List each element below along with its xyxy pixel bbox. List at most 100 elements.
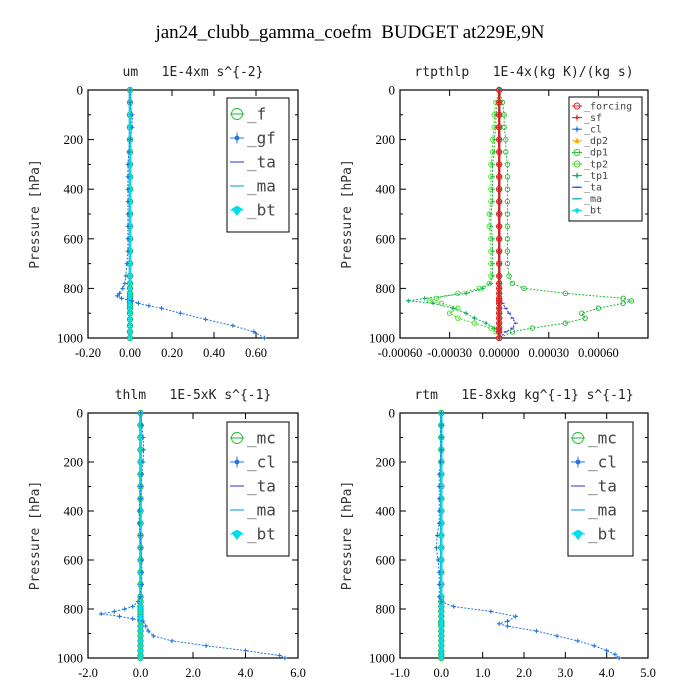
data-point <box>486 211 492 217</box>
data-point <box>147 630 150 633</box>
data-point <box>126 225 129 228</box>
legend-marker <box>575 116 579 119</box>
data-point <box>455 305 461 311</box>
data-point <box>142 620 145 623</box>
data-point <box>137 447 144 453</box>
data-point <box>127 281 133 287</box>
data-point <box>127 329 133 335</box>
data-point <box>504 248 511 254</box>
data-point <box>440 436 443 439</box>
data-point <box>127 261 133 267</box>
data-point <box>497 249 501 253</box>
data-point <box>137 459 144 466</box>
data-point <box>504 211 511 217</box>
y-tick-label: 600 <box>64 553 84 568</box>
data-point <box>506 273 512 279</box>
data-point <box>613 653 616 656</box>
data-point <box>437 559 440 561</box>
data-point <box>440 448 443 451</box>
data-point <box>127 151 130 153</box>
data-point <box>137 599 144 605</box>
x-tick-label: 0.40 <box>203 346 225 360</box>
data-point <box>438 485 441 488</box>
data-point <box>497 125 501 129</box>
data-point <box>488 198 494 205</box>
data-point <box>504 223 511 230</box>
legend-label: _ma <box>247 500 276 519</box>
data-point <box>446 310 453 316</box>
data-point <box>476 285 483 292</box>
data-point <box>438 300 445 306</box>
x-tick-label: 3.0 <box>558 666 574 680</box>
data-point <box>100 612 103 615</box>
data-point <box>497 330 501 334</box>
series-line <box>435 413 620 659</box>
data-point <box>126 188 129 191</box>
legend-label: _cl <box>247 452 276 471</box>
plot-title: um 1E-4xm s^{-2} <box>123 65 264 80</box>
data-point <box>497 326 501 330</box>
data-point <box>137 435 144 441</box>
data-point <box>489 610 492 613</box>
y-tick-label: 400 <box>376 182 396 197</box>
data-point <box>438 623 445 630</box>
data-point <box>127 286 133 292</box>
data-point <box>139 412 142 414</box>
series-group <box>406 86 635 342</box>
data-point <box>529 325 535 331</box>
data-point <box>129 101 131 104</box>
legend-marker <box>575 127 579 131</box>
data-point <box>179 312 182 315</box>
data-point <box>231 324 234 327</box>
legend-marker <box>234 459 240 465</box>
x-tick-label: 5.0 <box>640 666 656 680</box>
data-point <box>595 305 602 311</box>
data-point <box>121 287 124 290</box>
chart-panel-2: rtpthlp 1E-4x(kg K)/(kg s) Pressure [hPa]… <box>340 65 649 360</box>
data-point <box>488 325 494 331</box>
legend-marker <box>573 148 581 156</box>
data-point <box>498 622 501 625</box>
data-point <box>137 302 140 305</box>
data-point <box>438 609 445 615</box>
data-point <box>144 625 147 628</box>
y-tick-label: 1000 <box>57 331 83 346</box>
x-tick-label: 1.0 <box>475 666 491 680</box>
data-point <box>497 287 501 290</box>
data-point <box>278 654 281 657</box>
data-point <box>438 557 445 564</box>
data-point <box>593 644 596 647</box>
data-point <box>484 322 487 325</box>
data-point <box>576 639 579 642</box>
data-point <box>497 336 501 340</box>
data-point <box>129 138 131 141</box>
data-point <box>438 638 445 644</box>
data-point <box>126 175 129 178</box>
y-axis-label: Pressure [hPa] <box>28 159 43 269</box>
y-tick-label: 400 <box>64 182 84 197</box>
y-tick-label: 1000 <box>57 651 83 666</box>
chart-panel-4: rtm 1E-8xkg kg^{-1} s^{-1} Pressure [hPa]… <box>340 388 656 680</box>
data-point <box>140 485 143 488</box>
data-point <box>618 657 621 659</box>
y-tick-label: 400 <box>376 504 396 519</box>
y-tick-label: 200 <box>64 455 84 470</box>
data-point <box>556 634 559 637</box>
y-tick-label: 0 <box>77 83 84 98</box>
data-point <box>451 307 454 310</box>
data-point <box>504 186 511 192</box>
legend-label: _bt <box>247 200 276 219</box>
data-point <box>497 163 501 166</box>
data-point <box>436 534 439 537</box>
series-cl <box>98 410 288 661</box>
y-tick-label: 200 <box>376 455 396 470</box>
data-point <box>497 88 501 92</box>
legend-marker <box>231 432 243 444</box>
data-point <box>440 600 443 603</box>
data-point <box>440 424 443 427</box>
x-tick-label: 0.0 <box>133 666 149 680</box>
data-point <box>438 533 445 539</box>
data-point <box>147 304 150 307</box>
data-point <box>126 237 129 240</box>
plot-title: thlm 1E-5xK s^{-1} <box>115 388 272 403</box>
